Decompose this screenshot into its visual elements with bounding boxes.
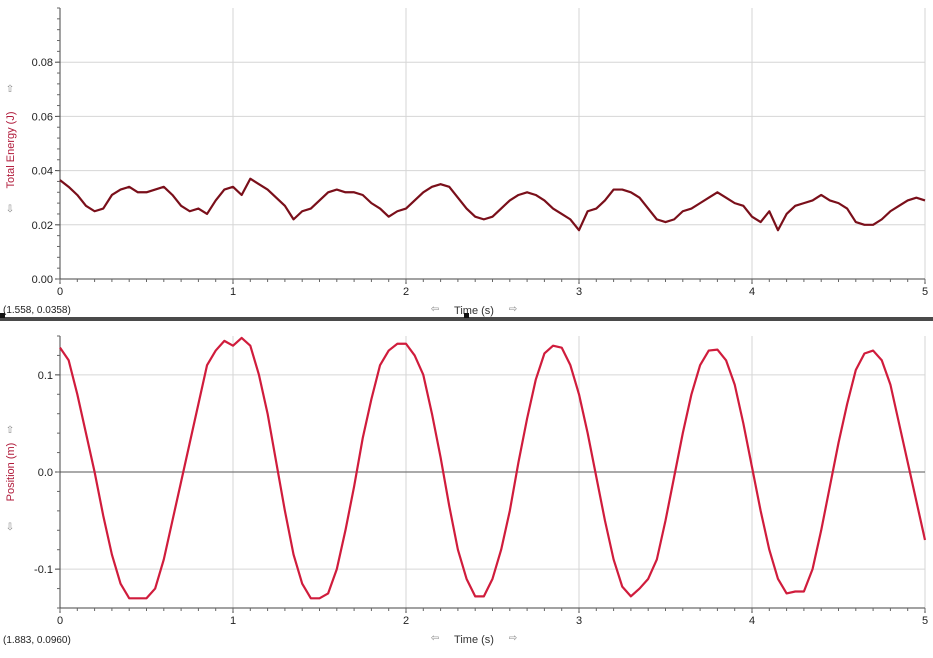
energy-gridlines xyxy=(60,8,926,279)
energy-y-tick-label: 0.00 xyxy=(32,274,53,286)
position-x-tick-label: 0 xyxy=(57,615,63,627)
energy-y-tick-label: 0.02 xyxy=(32,220,53,232)
position-x-tick-label: 2 xyxy=(403,615,409,627)
position-x-axis-title: Time (s) xyxy=(454,634,494,646)
energy-graph-panel[interactable]: 0 1 2 3 4 5 0.00 0.02 0.04 0.06 0.08 Total Energy … xyxy=(3,7,928,317)
energy-y-tick-label: 0.08 xyxy=(32,57,53,69)
position-x-scale-right-icon[interactable]: ⇨ xyxy=(509,633,517,644)
energy-x-tick-label: 2 xyxy=(403,286,409,298)
divider-handle-center[interactable] xyxy=(464,313,469,318)
position-cursor-readout: (1.883, 0.0960) xyxy=(3,635,71,646)
position-x-tick-label: 4 xyxy=(749,615,755,627)
energy-x-scale-right-icon[interactable]: ⇨ xyxy=(509,304,517,315)
energy-x-tick-label: 5 xyxy=(922,286,928,298)
energy-x-axis-title: Time (s) xyxy=(454,305,494,317)
energy-series-line[interactable] xyxy=(59,177,926,232)
position-series-line[interactable] xyxy=(59,336,927,600)
energy-x-tick-label: 3 xyxy=(576,286,582,298)
energy-y-tick-label: 0.04 xyxy=(32,166,53,178)
position-y-axis-title: Position (m) xyxy=(5,443,17,502)
position-tick-labels: 0 1 2 3 4 5 0.1 0.0 -0.1 xyxy=(34,370,928,627)
position-x-tick-label: 3 xyxy=(576,615,582,627)
position-x-tick-label: 1 xyxy=(230,615,236,627)
energy-y-scale-up-icon[interactable]: ⇧ xyxy=(6,84,14,95)
energy-x-tick-label: 0 xyxy=(57,286,63,298)
energy-x-tick-label: 4 xyxy=(749,286,755,298)
position-y-tick-label: 0.1 xyxy=(38,370,53,382)
energy-tick-marks xyxy=(55,7,926,284)
position-series-layer xyxy=(59,336,927,600)
position-y-tick-label: 0.0 xyxy=(38,467,53,479)
position-tick-marks xyxy=(55,335,926,613)
energy-x-scale-left-icon[interactable]: ⇦ xyxy=(431,304,439,315)
energy-x-tick-label: 1 xyxy=(230,286,236,298)
energy-cursor-readout: (1.558, 0.0358) xyxy=(3,305,71,316)
position-y-scale-down-icon[interactable]: ⇩ xyxy=(6,522,14,533)
energy-tick-labels: 0 1 2 3 4 5 0.00 0.02 0.04 0.06 0.08 xyxy=(32,57,928,298)
position-graph-panel[interactable]: 0 1 2 3 4 5 0.1 0.0 -0.1 Position (m) ⇧ ⇩ Time (… xyxy=(3,335,928,646)
energy-y-axis-title: Total Energy (J) xyxy=(5,111,17,188)
position-y-tick-label: -0.1 xyxy=(34,564,53,576)
panel-divider[interactable] xyxy=(0,317,933,321)
position-x-tick-label: 5 xyxy=(922,615,928,627)
energy-y-tick-label: 0.06 xyxy=(32,111,53,123)
position-y-scale-up-icon[interactable]: ⇧ xyxy=(6,425,14,436)
divider-handle-left[interactable] xyxy=(0,313,5,318)
position-x-scale-left-icon[interactable]: ⇦ xyxy=(431,633,439,644)
energy-series-layer xyxy=(59,177,926,232)
energy-y-scale-down-icon[interactable]: ⇩ xyxy=(6,204,14,215)
